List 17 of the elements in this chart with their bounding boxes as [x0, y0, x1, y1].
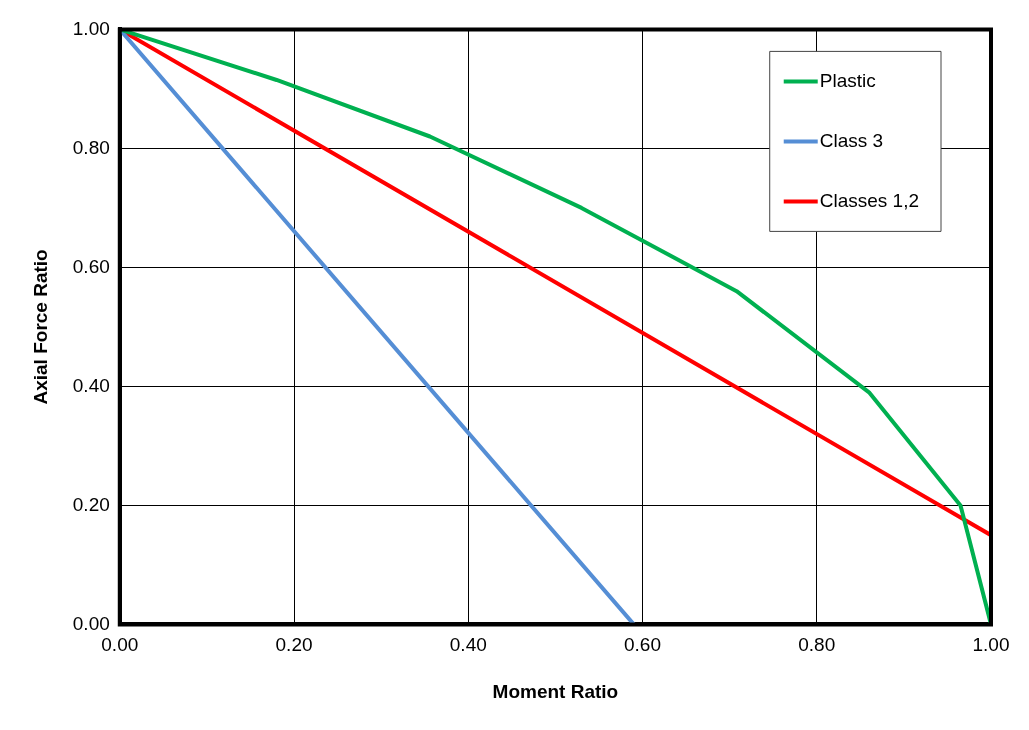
y-tick-label: 0.20 [72, 493, 110, 515]
y-tick-label: 0.00 [72, 612, 110, 634]
y-tick-label: 1.00 [72, 17, 110, 39]
x-tick-label: 0.00 [101, 634, 139, 656]
legend-label: Class 3 [819, 129, 884, 151]
x-axis-title: Moment Ratio [492, 680, 619, 702]
x-tick-label: 0.80 [798, 634, 836, 656]
x-tick-label: 1.00 [972, 634, 1010, 656]
y-axis-title: Axial Force Ratio [29, 249, 51, 405]
y-tick-label: 0.40 [72, 374, 110, 396]
legend-label: Classes 1,2 [819, 189, 920, 211]
legend-label: Plastic [819, 69, 876, 91]
x-tick-label: 0.40 [449, 634, 487, 656]
x-tick-label: 0.20 [275, 634, 313, 656]
y-tick-label: 0.80 [72, 136, 110, 158]
x-tick-label: 0.60 [624, 634, 661, 656]
y-tick-label: 0.60 [72, 255, 110, 277]
